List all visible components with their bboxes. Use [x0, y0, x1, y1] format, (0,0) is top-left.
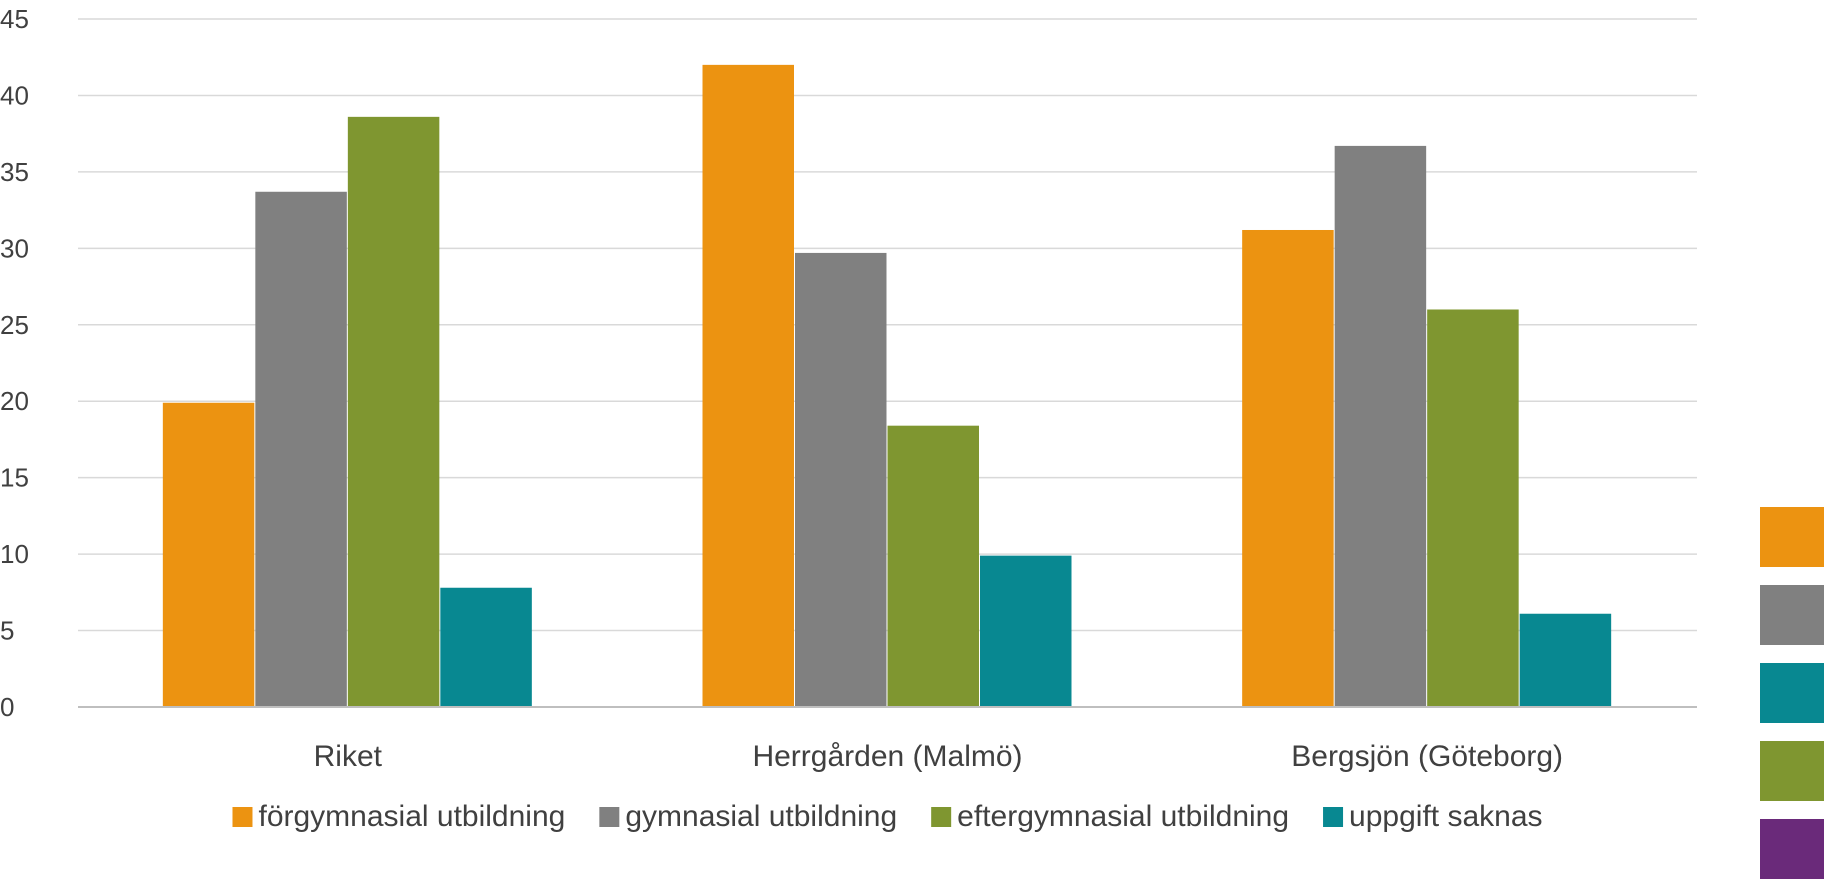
- y-tick-label: 35: [0, 157, 29, 187]
- side-color-swatch: [1760, 819, 1824, 879]
- legend-label: förgymnasial utbildning: [258, 800, 565, 833]
- bar: [255, 191, 347, 707]
- bar: [1427, 309, 1519, 707]
- y-tick-label: 15: [0, 463, 29, 493]
- side-swatches: [1760, 507, 1824, 879]
- side-color-swatch: [1760, 585, 1824, 645]
- bar: [702, 64, 794, 707]
- legend-item: eftergymnasial utbildning: [931, 800, 1289, 833]
- legend-item: förgymnasial utbildning: [232, 800, 565, 833]
- side-color-swatch: [1760, 507, 1824, 567]
- legend-swatch: [599, 807, 620, 827]
- bar: [1334, 145, 1427, 708]
- bar: [162, 402, 255, 707]
- category-label: Bergsjön (Göteborg): [1291, 740, 1563, 773]
- bar: [980, 555, 1072, 707]
- y-tick-label: 10: [0, 539, 29, 569]
- bar: [1242, 229, 1334, 707]
- legend-swatch: [931, 807, 952, 827]
- legend-swatch: [1323, 807, 1344, 827]
- bar: [347, 116, 440, 708]
- legend-label: gymnasial utbildning: [625, 800, 897, 833]
- side-color-swatch: [1760, 663, 1824, 723]
- bar: [1519, 613, 1612, 707]
- category-label: Herrgården (Malmö): [752, 740, 1022, 773]
- legend-item: gymnasial utbildning: [599, 800, 897, 833]
- y-tick-label: 45: [0, 4, 29, 34]
- y-tick-label: 5: [0, 616, 14, 646]
- y-tick-label: 0: [0, 692, 14, 722]
- category-label: Riket: [314, 740, 383, 773]
- y-tick-label: 20: [0, 386, 29, 416]
- legend: förgymnasial utbildning gymnasial utbildn…: [232, 800, 1543, 833]
- category-labels: Riket Herrgården (Malmö) Bergsjön (Götebor…: [314, 740, 1563, 773]
- legend-swatch: [232, 807, 253, 827]
- bar: [795, 252, 887, 708]
- bar: [887, 425, 979, 707]
- legend-item: uppgift saknas: [1323, 800, 1543, 833]
- legend-label: eftergymnasial utbildning: [957, 800, 1289, 833]
- y-axis-ticks: 0 5 10 15 20 25 30 35 40 45: [0, 4, 29, 722]
- legend-label: uppgift saknas: [1349, 800, 1542, 833]
- side-color-swatch: [1760, 741, 1824, 801]
- y-tick-label: 30: [0, 233, 29, 263]
- y-tick-label: 40: [0, 80, 29, 110]
- y-tick-label: 25: [0, 310, 29, 340]
- bars: [162, 64, 1612, 708]
- bar: [440, 587, 532, 707]
